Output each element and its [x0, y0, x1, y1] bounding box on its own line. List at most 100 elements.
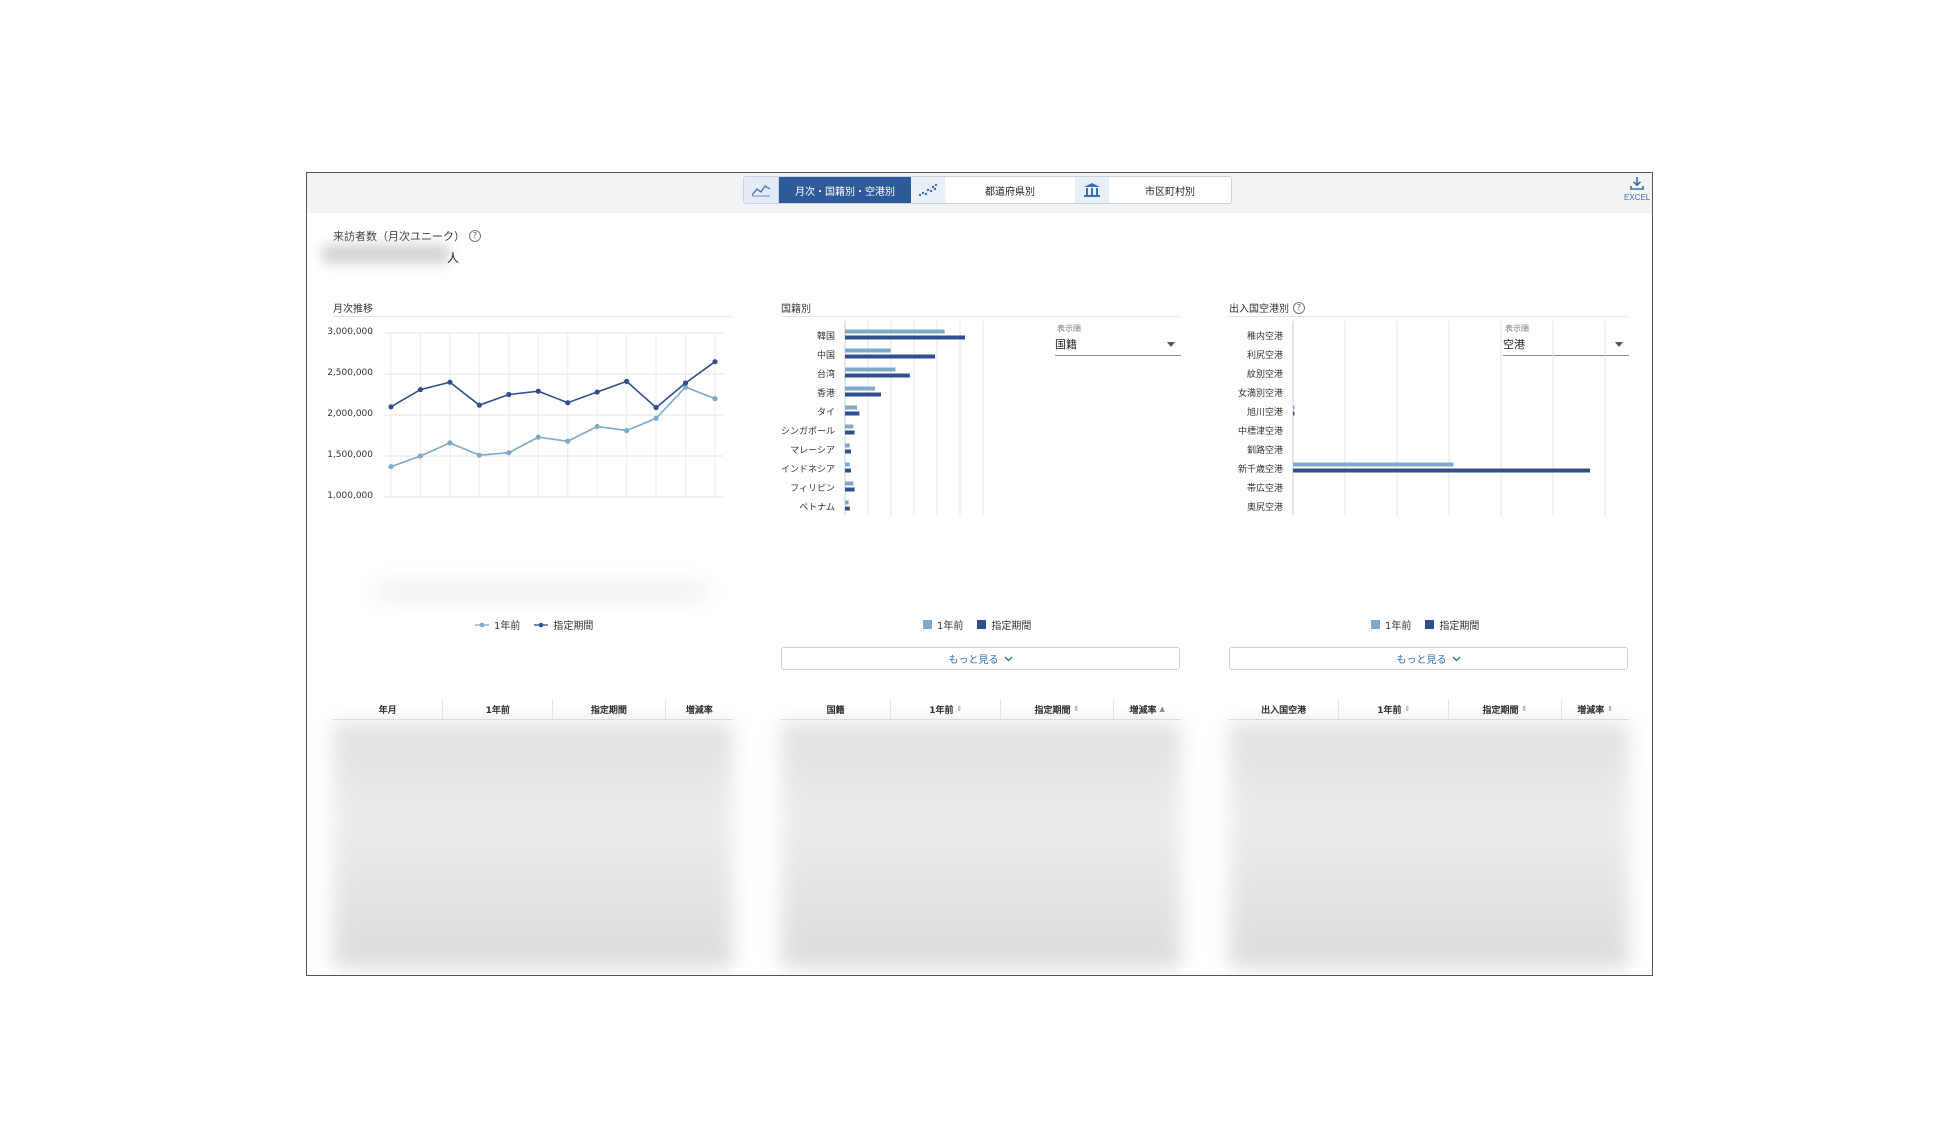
- nationality-title-text: 国籍別: [781, 304, 811, 315]
- y-tick-label: 1,500,000: [327, 450, 373, 460]
- column-header-change-rate[interactable]: 増減率 ⇕: [1562, 699, 1629, 719]
- x-axis-labels-redacted: [377, 583, 707, 599]
- airport-sort-select[interactable]: 表示順 空港: [1503, 323, 1629, 356]
- data-point: [565, 438, 571, 444]
- category-label: 台湾: [816, 369, 835, 380]
- nationality-show-more-button[interactable]: もっと見る: [781, 647, 1180, 670]
- column-label: 1年前: [485, 705, 510, 716]
- column-header-current[interactable]: 指定期間 ⇕: [1001, 699, 1114, 719]
- help-icon[interactable]: ?: [469, 230, 481, 242]
- column-label: 増減率: [1577, 705, 1605, 716]
- sort-icon[interactable]: ⇕: [1607, 705, 1614, 713]
- bar-prev: [845, 348, 891, 353]
- column-header-current[interactable]: 指定期間: [553, 699, 666, 719]
- bar-prev: [1293, 405, 1295, 410]
- select-underline: [1503, 355, 1629, 356]
- data-point: [653, 405, 659, 411]
- airport-title-text: 出入国空港別: [1229, 304, 1289, 315]
- tab-prefecture[interactable]: 都道府県別: [985, 186, 1035, 198]
- excel-label: EXCEL: [1624, 193, 1651, 202]
- tab-municipality[interactable]: 市区町村別: [1145, 186, 1195, 198]
- y-tick-label: 1,000,000: [327, 491, 373, 501]
- summary-value-redacted: [321, 244, 451, 264]
- building-icon[interactable]: [1075, 177, 1109, 203]
- nationality-sort-select[interactable]: 表示順 国籍: [1055, 323, 1181, 356]
- sort-select-value: 空港: [1503, 338, 1525, 351]
- legend-item-prev[interactable]: 1年前: [475, 617, 520, 632]
- sort-ascending-icon[interactable]: ▲: [1159, 705, 1165, 713]
- sort-icon[interactable]: ⇕: [956, 705, 963, 713]
- show-more-label: もっと見る: [1396, 655, 1447, 666]
- chevron-down-icon: [1167, 342, 1175, 347]
- tab-monthly-nationality-airport[interactable]: 月次・国籍別・空港別: [779, 177, 911, 203]
- column-header-month[interactable]: 年月: [333, 699, 444, 719]
- select-underline: [1055, 355, 1181, 356]
- legend-line-marker-prev: [475, 622, 489, 627]
- column-header-prev[interactable]: 1年前 ⇕: [1339, 699, 1450, 719]
- monthly-divider: [333, 316, 733, 317]
- excel-download-button[interactable]: EXCEL: [1624, 175, 1650, 202]
- sort-icon[interactable]: ⇕: [1404, 705, 1411, 713]
- legend-label-prev: 1年前: [1385, 621, 1412, 632]
- column-header-airport[interactable]: 出入国空港: [1229, 699, 1340, 719]
- nationality-table-header: 国籍 1年前 ⇕ 指定期間 ⇕ 増減率 ▲: [781, 699, 1181, 720]
- column-header-prev[interactable]: 1年前 ⇕: [891, 699, 1002, 719]
- category-label: 女満別空港: [1237, 388, 1283, 399]
- category-label: 帯広空港: [1246, 483, 1283, 494]
- nationality-legend: 1年前 指定期間: [923, 617, 1031, 632]
- data-point: [682, 384, 689, 390]
- bar-prev: [845, 386, 875, 391]
- airport-show-more-button[interactable]: もっと見る: [1229, 647, 1628, 670]
- data-point: [712, 359, 718, 365]
- monthly-table-body-redacted: [333, 723, 733, 968]
- column-header-nationality[interactable]: 国籍: [781, 699, 892, 719]
- bar-prev: [845, 500, 849, 505]
- bar-prev: [845, 443, 850, 448]
- airport-divider: [1229, 316, 1629, 317]
- legend-label-current: 指定期間: [553, 621, 594, 632]
- y-tick-label: 3,000,000: [327, 327, 373, 337]
- legend-item-prev[interactable]: 1年前: [923, 617, 963, 632]
- monthly-title: 月次推移: [333, 300, 373, 315]
- column-header-current[interactable]: 指定期間 ⇕: [1449, 699, 1562, 719]
- bar-current: [845, 354, 935, 359]
- data-point: [682, 380, 689, 386]
- bar-current: [1293, 468, 1591, 473]
- category-label: 香港: [816, 388, 835, 399]
- category-label: 稚内空港: [1246, 331, 1283, 342]
- data-point: [594, 423, 600, 430]
- legend-item-current[interactable]: 指定期間: [1425, 617, 1479, 632]
- data-point: [506, 391, 512, 398]
- legend-item-current[interactable]: 指定期間: [534, 617, 593, 632]
- sort-icon[interactable]: ⇕: [1073, 705, 1080, 713]
- bar-prev: [1293, 462, 1454, 467]
- data-point: [594, 389, 600, 395]
- help-icon[interactable]: ?: [1293, 301, 1305, 314]
- dashboard-frame: 月次・国籍別・空港別 都道府県別 市区町村別 EXCEL 来訪者数（月次ユニーク…: [306, 172, 1653, 976]
- column-label: 増減率: [1129, 705, 1157, 716]
- column-label: 国籍: [826, 705, 845, 716]
- category-label: シンガポール: [780, 426, 835, 437]
- data-point: [417, 453, 424, 459]
- monthly-line-chart: [383, 332, 723, 498]
- category-label: 中国: [816, 350, 835, 361]
- category-label: 新千歳空港: [1237, 464, 1283, 475]
- category-label: 利尻空港: [1246, 350, 1283, 361]
- column-header-change-rate[interactable]: 増減率 ▲: [1114, 699, 1181, 719]
- bar-current: [845, 335, 965, 340]
- category-label: フィリピン: [790, 483, 835, 494]
- legend-item-current[interactable]: 指定期間: [977, 617, 1031, 632]
- column-header-prev[interactable]: 1年前: [443, 699, 554, 719]
- bar-prev: [845, 462, 850, 467]
- data-point: [565, 400, 571, 406]
- line-chart-icon[interactable]: [744, 177, 779, 203]
- legend-item-prev[interactable]: 1年前: [1371, 617, 1411, 632]
- bar-current: [845, 392, 881, 397]
- data-point: [506, 450, 512, 456]
- sort-icon[interactable]: ⇕: [1521, 705, 1528, 713]
- bar-prev: [845, 329, 945, 334]
- scatter-chart-icon[interactable]: [911, 177, 945, 203]
- summary-title-text: 来訪者数（月次ユニーク）: [333, 230, 465, 243]
- legend-swatch-prev: [1371, 620, 1380, 629]
- column-header-change-rate[interactable]: 増減率: [666, 699, 733, 719]
